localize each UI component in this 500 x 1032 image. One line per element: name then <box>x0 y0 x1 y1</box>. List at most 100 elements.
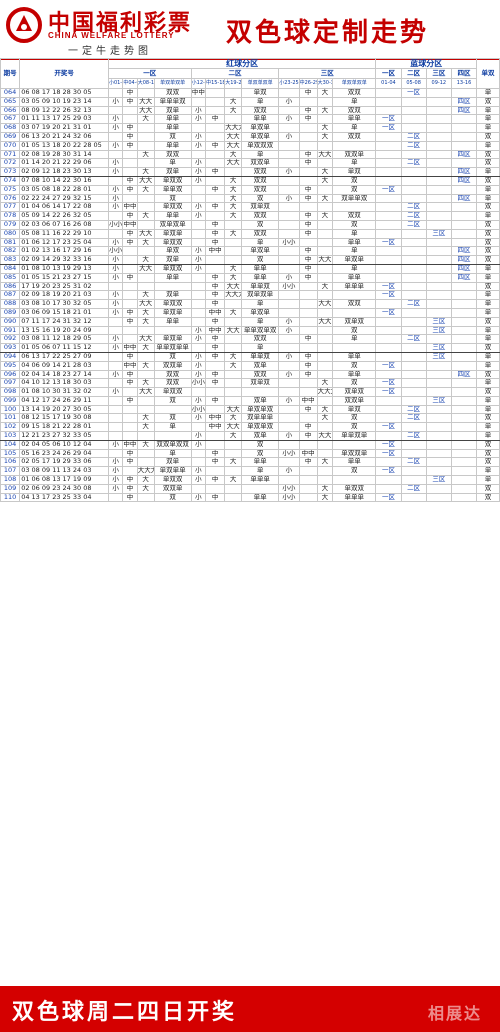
red-zone-cell: 中 <box>122 475 138 485</box>
red-zone-cell <box>224 237 243 248</box>
table-row: 095 04 06 09 14 21 28 03 中中大双双单小大双单中双一区单 <box>0 360 500 371</box>
logo-chinese-text: 中国福利彩票 <box>48 10 193 35</box>
red-zone-cell <box>298 483 318 494</box>
blue-zone-cell <box>450 219 478 230</box>
blue-zone-cell <box>375 131 402 142</box>
red-zone-cell: 大大大 <box>316 387 334 397</box>
red-zone-cell: 小 <box>190 246 207 257</box>
red-zone-cell: 大 <box>136 343 155 353</box>
red-zone-cell <box>136 272 155 283</box>
red-zone-cell: 双双 <box>241 211 280 221</box>
table-row: 082 01 02 13 16 17 29 16 小小 单双小中中 单双单 中 单 四区双 <box>0 246 500 257</box>
red-zone-cell: 单 <box>332 123 377 133</box>
red-zone-cell: 单双单 <box>153 228 192 239</box>
red-zone-cell: 双 <box>332 175 377 186</box>
subrange-header: 大19-22 <box>224 78 243 89</box>
blue-zone-cell <box>450 114 478 125</box>
numbers-cell: 02 09 12 18 23 30 13 <box>19 167 109 177</box>
red-zone-cell: 中 <box>122 369 138 380</box>
blue-zone-cell <box>425 334 452 345</box>
red-zone-cell <box>136 193 155 204</box>
red-zone-cell: 双单双 <box>332 316 377 327</box>
red-zone-cell <box>298 202 318 213</box>
blue-zone-group-header: 蓝球分区 <box>375 58 478 69</box>
red-zone-cell: 大 <box>136 483 155 494</box>
blue-zone-cell: 二区 <box>400 404 427 415</box>
red-zone-cell: 单 <box>332 246 377 257</box>
red-zone-cell: 大大大 <box>224 290 243 301</box>
red-zone-cell: 小 <box>107 272 124 283</box>
red-zone-cell: 单双双 <box>153 263 192 274</box>
red-zone-cell <box>316 272 334 283</box>
red-zone-cell: 中中 <box>205 413 226 424</box>
issue-cell: 065 <box>0 96 21 107</box>
red-zone-cell: 大大 <box>136 105 155 116</box>
blue-zone-cell <box>425 483 452 494</box>
red-zone-cell <box>122 387 138 397</box>
red-zone-cell: 单双单 <box>153 334 192 345</box>
blue-zone-cell <box>400 343 427 353</box>
red-zone-cell <box>278 255 300 265</box>
red-zone-cell <box>107 360 124 371</box>
red-zone-cell <box>316 369 334 380</box>
red-zone-cell: 中 <box>298 228 318 239</box>
red-zone-cell: 中 <box>298 149 318 160</box>
red-zone-cell <box>205 149 226 160</box>
blue-zone-cell: 三区 <box>425 228 452 239</box>
red-zone-cell <box>278 299 300 309</box>
red-zone-cell: 单单 <box>153 123 192 133</box>
red-zone-cell: 小小 <box>190 404 207 415</box>
blue-zone-cell: 一区 <box>375 114 402 125</box>
table-row: 102 09 15 18 21 22 28 01 大单中中 大大 单双单双中双一区单 <box>0 422 500 433</box>
red-zone-cell <box>316 158 334 169</box>
logo-slogan: 一定牛走势图 <box>68 46 152 57</box>
red-zone-cell <box>224 316 243 327</box>
blue-zone-cell: 一区 <box>375 184 402 195</box>
red-zone-cell: 小 <box>107 114 124 125</box>
red-zone-cell <box>190 290 207 301</box>
table-row: 103 12 21 23 27 32 33 05 小大双单小中大大 单单双单 二区单 <box>0 431 500 441</box>
red-zone-cell: 小 <box>278 272 300 283</box>
red-zone-cell <box>278 360 300 371</box>
red-zone-cell: 中 <box>205 202 226 213</box>
numbers-cell: 17 19 20 23 25 31 02 <box>19 281 109 292</box>
blue-zone-cell <box>400 237 427 248</box>
red-zone-cell: 大大 <box>136 263 155 274</box>
red-zone-cell: 大 <box>136 290 155 301</box>
red-zone-cell <box>316 395 334 406</box>
red-zone-cell <box>241 387 280 397</box>
red-zone-cell: 单 <box>241 343 280 353</box>
red-zone-cell <box>298 131 318 142</box>
lottery-logo-icon <box>6 7 42 43</box>
table-row: 109 02 06 09 23 24 30 08 小中大双双单 小小大单双双 二区双 <box>0 483 500 494</box>
red-zone-cell <box>107 413 124 424</box>
red-zone-cell: 小小 <box>278 237 300 248</box>
red-zone-cell <box>298 466 318 477</box>
red-zone-cell: 中 <box>122 228 138 239</box>
single-double-cell: 单 <box>476 272 500 283</box>
red-zone-cell <box>205 211 226 221</box>
blue-zone-cell: 四区 <box>450 255 478 265</box>
red-zone-cell <box>107 316 124 327</box>
table-row: 074 07 08 10 14 22 30 16 中大大 单双双小大双双大双四区双 <box>0 175 500 186</box>
blue-zone-cell <box>400 360 427 371</box>
blue-zone-cell <box>450 88 478 98</box>
blue-zone-cell <box>400 492 427 503</box>
numbers-cell: 03 06 09 15 18 21 01 <box>19 307 109 318</box>
red-zone-cell: 双双 <box>332 211 377 221</box>
red-zone-cell <box>122 255 138 265</box>
blue-zone-cell <box>400 246 427 257</box>
red-zone-cell <box>107 404 124 415</box>
blue-zone-cell <box>400 255 427 265</box>
blue-zone-cell <box>425 123 452 133</box>
red-zone-cell <box>332 307 377 318</box>
numbers-cell: 08 12 15 17 19 30 08 <box>19 413 109 424</box>
red-zone-cell: 小 <box>107 123 124 133</box>
red-zone-cell: 小 <box>190 202 207 213</box>
red-zone-cell: 大 <box>316 457 334 468</box>
red-zone-cell <box>190 149 207 160</box>
red-zone-cell: 大 <box>136 149 155 160</box>
red-zone-cell <box>298 123 318 133</box>
red-zone-cell: 大 <box>224 228 243 239</box>
red-zone-cell: 中 <box>205 114 226 125</box>
